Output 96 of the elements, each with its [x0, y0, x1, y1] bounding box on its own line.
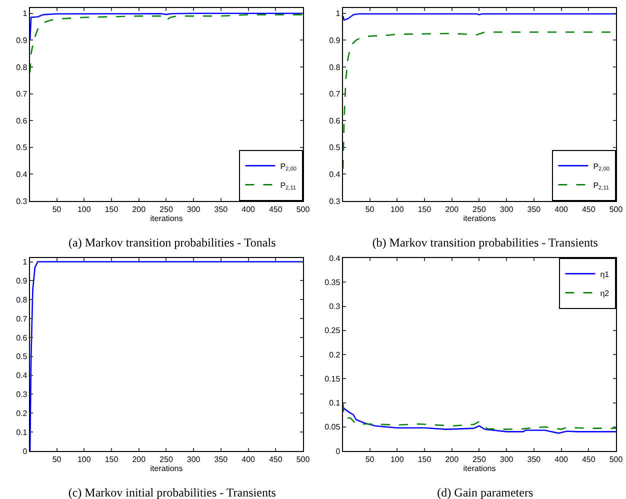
y-tick-label: 1: [336, 9, 341, 18]
x-tick-label: 100: [390, 454, 404, 464]
x-tick-label: 200: [132, 454, 146, 464]
x-tick-label: 150: [104, 204, 119, 214]
y-tick-label: 0.25: [324, 326, 341, 336]
x-tick-label: 450: [582, 204, 596, 214]
x-tick-label: 500: [296, 454, 310, 464]
x-tick-label: 350: [214, 204, 228, 214]
y-tick-label: 0: [336, 446, 341, 456]
y-tick-label: 0.8: [329, 62, 341, 72]
line-series: [343, 13, 616, 21]
y-tick-label: 0.5: [329, 143, 341, 152]
x-tick-label: 500: [296, 204, 310, 214]
y-tick-label: 0.9: [329, 36, 341, 45]
legend-label: P$_{2,11}$: [280, 180, 296, 192]
x-axis-title: iterations: [463, 464, 496, 473]
y-tick-label: 0.5: [16, 352, 28, 362]
line-series: [30, 12, 303, 41]
x-tick-label: 150: [104, 454, 119, 464]
x-tick-label: 300: [500, 454, 514, 464]
text: (b) Markov transition probabilities - Transients: [372, 236, 598, 250]
legend-label: P$_{2,11}$: [593, 180, 610, 192]
x-tick-label: 200: [445, 204, 460, 214]
y-tick-label: 0.3: [16, 196, 28, 206]
line-series: [343, 406, 616, 434]
x-tick-label: 350: [527, 454, 542, 464]
x-tick-label: 100: [390, 204, 404, 214]
text: (a) Markov transition probabilities - Tonals: [68, 236, 276, 250]
y-tick-label: 0: [22, 446, 28, 456]
x-tick-label: 50: [52, 204, 62, 214]
legend-label: P$_{2,00}$: [593, 162, 610, 172]
y-tick-label: 0.5: [16, 143, 28, 152]
x-axis-title: iterations: [463, 214, 496, 223]
x-tick-label: 500: [609, 454, 624, 464]
y-tick-label: 0.05: [324, 422, 341, 432]
y-tick-label: 0.8: [16, 295, 28, 304]
x-axis-title: iterations: [150, 464, 183, 473]
y-tick-label: 0.4: [329, 254, 341, 263]
x-tick-label: 300: [500, 204, 514, 214]
x-tick-label: 100: [77, 454, 92, 464]
x-tick-label: 50: [52, 454, 62, 464]
x-tick-label: 200: [132, 204, 146, 214]
x-axis-title: iterations: [150, 214, 183, 223]
x-tick-label: 250: [472, 454, 486, 464]
y-tick-label: 0.1: [16, 428, 28, 437]
x-tick-label: 400: [554, 454, 569, 464]
text: (d) Gain parameters: [437, 486, 534, 499]
line-series: [30, 14, 303, 73]
legend-label: η1: [600, 270, 610, 279]
x-tick-label: 250: [160, 454, 174, 464]
x-tick-label: 50: [365, 204, 375, 214]
line-series: [30, 261, 303, 451]
x-tick-label: 450: [268, 454, 283, 464]
x-tick-label: 300: [186, 454, 201, 464]
y-tick-label: 0.7: [329, 90, 341, 99]
x-tick-label: 400: [242, 454, 256, 464]
x-tick-label: 150: [418, 204, 432, 214]
y-tick-label: 0.3: [329, 302, 341, 312]
y-tick-label: 0.4: [16, 371, 28, 380]
y-tick-label: 0.6: [16, 116, 28, 126]
y-tick-label: 0.9: [16, 36, 28, 45]
legend-label: η2: [600, 288, 610, 298]
y-tick-label: 0.15: [324, 374, 341, 384]
x-tick-label: 350: [214, 454, 228, 464]
y-tick-label: 0.1: [329, 398, 341, 408]
y-tick-label: 0.3: [329, 196, 341, 206]
x-tick-label: 50: [365, 454, 375, 464]
y-tick-label: 0.2: [16, 408, 28, 418]
y-tick-label: 0.4: [16, 170, 28, 179]
x-tick-label: 350: [527, 204, 542, 214]
y-tick-label: 0.8: [16, 62, 28, 72]
y-tick-label: 0.35: [324, 278, 341, 287]
text: (c) Markov initial probabilities - Transients: [68, 486, 276, 499]
x-tick-label: 450: [582, 454, 596, 464]
x-tick-label: 250: [160, 204, 174, 214]
y-tick-label: 0.4: [329, 170, 341, 179]
x-tick-label: 250: [472, 204, 486, 214]
y-tick-label: 1: [22, 258, 28, 267]
x-tick-label: 200: [445, 454, 460, 464]
y-tick-label: 0.7: [16, 90, 28, 99]
y-tick-label: 0.7: [16, 314, 28, 324]
x-tick-label: 100: [77, 204, 92, 214]
x-tick-label: 500: [609, 204, 624, 214]
y-tick-label: 0.6: [16, 333, 28, 342]
y-tick-label: 0.2: [329, 350, 341, 360]
legend-label: P$_{2,00}$: [280, 162, 296, 172]
x-tick-label: 150: [418, 454, 432, 464]
x-tick-label: 400: [242, 204, 256, 214]
y-tick-label: 0.3: [16, 390, 28, 400]
y-tick-label: 0.9: [16, 276, 28, 286]
x-tick-label: 400: [554, 204, 569, 214]
x-tick-label: 450: [268, 204, 283, 214]
y-tick-label: 0.6: [329, 116, 341, 126]
line-series: [343, 402, 616, 430]
x-tick-label: 300: [186, 204, 201, 214]
y-tick-label: 1: [22, 9, 28, 18]
